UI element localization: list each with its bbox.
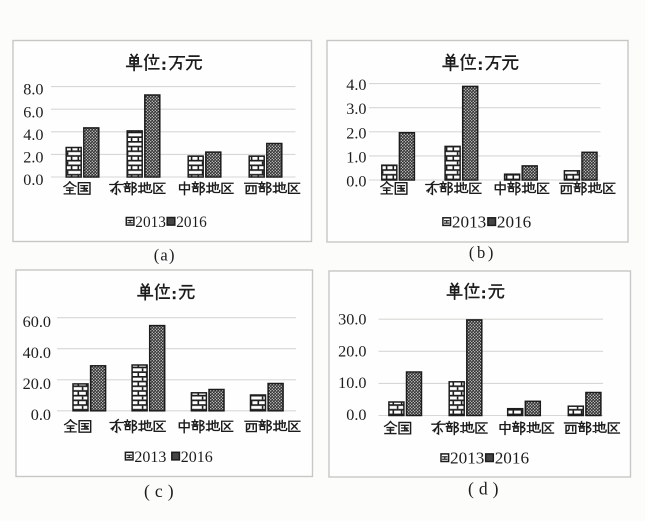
svg-text:0.0: 0.0 <box>23 171 43 189</box>
svg-text:3.0: 3.0 <box>346 100 366 118</box>
svg-text:20.0: 20.0 <box>338 342 366 360</box>
svg-text:20.0: 20.0 <box>23 375 51 393</box>
svg-text:0.0: 0.0 <box>346 406 366 424</box>
svg-text:2013: 2013 <box>135 214 166 231</box>
svg-text:4.0: 4.0 <box>23 126 43 144</box>
svg-text:6.0: 6.0 <box>23 103 43 121</box>
svg-text:2016: 2016 <box>497 213 532 232</box>
svg-text:4.0: 4.0 <box>346 76 366 94</box>
svg-text:(b): (b) <box>469 243 496 262</box>
svg-text:2013: 2013 <box>450 449 484 468</box>
svg-text:40.0: 40.0 <box>23 344 51 362</box>
svg-text:0.0: 0.0 <box>346 173 366 191</box>
svg-text:(c): (c) <box>144 481 179 501</box>
svg-text:2.0: 2.0 <box>23 149 43 167</box>
svg-text:8.0: 8.0 <box>23 81 43 99</box>
svg-text:30.0: 30.0 <box>338 311 366 329</box>
svg-text:(a): (a) <box>154 246 176 265</box>
svg-text:2016: 2016 <box>176 214 207 231</box>
svg-text:2013: 2013 <box>452 213 486 232</box>
svg-text:1.0: 1.0 <box>346 148 366 166</box>
svg-text:2013: 2013 <box>134 449 166 466</box>
svg-text:0.0: 0.0 <box>31 406 51 424</box>
svg-text:10.0: 10.0 <box>338 374 366 392</box>
svg-text:(d): (d) <box>468 479 504 499</box>
svg-text:2016: 2016 <box>181 449 213 466</box>
svg-text:2016: 2016 <box>495 449 530 468</box>
svg-text:2.0: 2.0 <box>346 124 366 142</box>
svg-text:60.0: 60.0 <box>23 313 51 331</box>
